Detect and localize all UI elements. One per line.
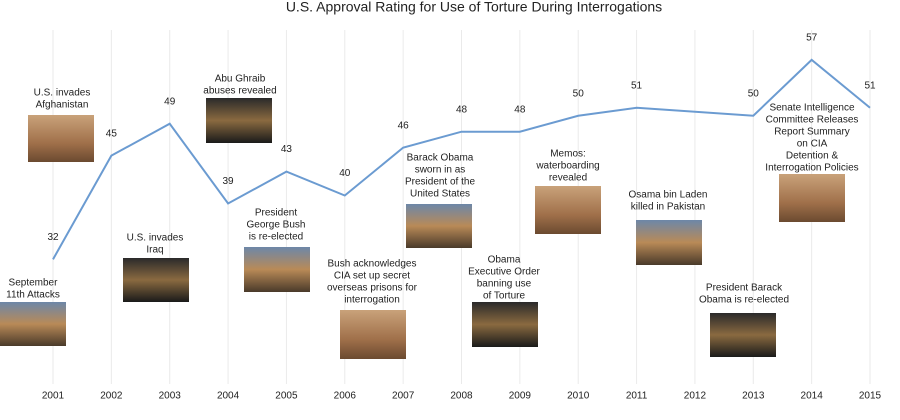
annotation-image bbox=[779, 174, 845, 222]
annotation-text: banning use bbox=[477, 279, 532, 290]
annotation-image bbox=[28, 115, 94, 162]
x-tick-label: 2015 bbox=[859, 391, 882, 402]
data-label: 32 bbox=[47, 232, 59, 243]
annotation-text: of Torture bbox=[483, 291, 525, 302]
annotation-text: on CIA bbox=[797, 139, 828, 150]
data-label: 51 bbox=[864, 80, 876, 91]
annotation-image bbox=[340, 310, 406, 359]
annotation-text: President bbox=[255, 208, 297, 219]
data-label: 48 bbox=[456, 104, 468, 115]
x-tick-label: 2011 bbox=[626, 391, 648, 402]
data-label: 57 bbox=[806, 33, 818, 44]
x-tick-label: 2003 bbox=[159, 391, 182, 402]
annotation-text: U.S. invades bbox=[34, 88, 91, 99]
data-label: 50 bbox=[748, 88, 760, 99]
annotation-text: Iraq bbox=[146, 245, 163, 256]
annotation-text: abuses revealed bbox=[203, 86, 276, 97]
x-tick-label: 2007 bbox=[392, 391, 415, 402]
annotation-text: Osama bin Laden bbox=[629, 190, 708, 201]
annotation-text: killed in Pakistan bbox=[631, 202, 705, 213]
data-label: 48 bbox=[514, 104, 526, 115]
data-label: 49 bbox=[164, 96, 176, 107]
data-label: 43 bbox=[281, 144, 293, 155]
annotation-text: President of the bbox=[405, 177, 475, 188]
x-tick-label: 2009 bbox=[509, 391, 532, 402]
annotation-text: Obama is re-elected bbox=[699, 295, 789, 306]
x-tick-label: 2004 bbox=[217, 391, 240, 402]
annotation-text: Bush acknowledges bbox=[328, 259, 417, 270]
annotation-image bbox=[535, 186, 601, 234]
annotation-text: Detention & bbox=[786, 151, 839, 162]
annotation-image bbox=[406, 204, 472, 248]
annotation-text: Obama bbox=[488, 255, 521, 266]
annotation-image bbox=[123, 258, 189, 302]
annotation-text: overseas prisons for bbox=[327, 283, 418, 294]
annotation-text: Executive Order bbox=[468, 267, 540, 278]
data-label: 51 bbox=[631, 80, 643, 91]
annotation-text: 11th Attacks bbox=[6, 290, 60, 301]
annotation-text: CIA set up secret bbox=[334, 271, 410, 282]
annotation-text: Afghanistan bbox=[36, 100, 89, 111]
chart-title: U.S. Approval Rating for Use of Torture … bbox=[286, 0, 662, 15]
x-tick-label: 2014 bbox=[801, 391, 824, 402]
annotation-image bbox=[0, 302, 66, 346]
annotation-text: Senate Intelligence bbox=[769, 103, 855, 114]
annotation-image bbox=[206, 98, 272, 143]
x-tick-label: 2008 bbox=[450, 391, 473, 402]
data-label: 39 bbox=[223, 176, 235, 187]
annotation-text: revealed bbox=[549, 173, 587, 184]
annotation-text: interrogation bbox=[344, 295, 400, 306]
annotation-text: United States bbox=[410, 189, 470, 200]
x-tick-label: 2013 bbox=[742, 391, 765, 402]
annotation-text: is re-elected bbox=[249, 232, 303, 243]
annotation-text: waterboarding bbox=[535, 161, 599, 172]
data-label: 40 bbox=[339, 168, 351, 179]
x-tick-label: 2001 bbox=[42, 391, 65, 402]
annotation-text: Barack Obama bbox=[407, 153, 474, 164]
annotation-image bbox=[244, 247, 310, 292]
annotation-image bbox=[636, 220, 702, 265]
annotation-text: Interrogation Policies bbox=[765, 163, 858, 174]
annotation-image bbox=[472, 302, 538, 347]
data-label: 45 bbox=[106, 128, 118, 139]
annotation-text: September bbox=[9, 278, 59, 289]
data-label: 46 bbox=[398, 120, 410, 131]
x-tick-label: 2002 bbox=[100, 391, 123, 402]
annotation-text: Memos: bbox=[550, 149, 586, 160]
line bbox=[52, 58, 871, 260]
annotation-text: Committee Releases bbox=[766, 115, 859, 126]
annotation-text: Report Summary bbox=[774, 127, 850, 138]
annotation-text: President Barack bbox=[706, 283, 783, 294]
annotation-text: George Bush bbox=[247, 220, 306, 231]
x-tick-label: 2010 bbox=[567, 391, 590, 402]
x-tick-label: 2005 bbox=[275, 391, 298, 402]
annotation-text: Abu Ghraib bbox=[215, 74, 266, 85]
x-tick-label: 2006 bbox=[334, 391, 357, 402]
annotation-image bbox=[710, 313, 776, 357]
x-tick-label: 2012 bbox=[684, 391, 707, 402]
data-label: 50 bbox=[573, 88, 585, 99]
annotation-text: sworn in as bbox=[415, 165, 466, 176]
annotation-text: U.S. invades bbox=[127, 233, 184, 244]
